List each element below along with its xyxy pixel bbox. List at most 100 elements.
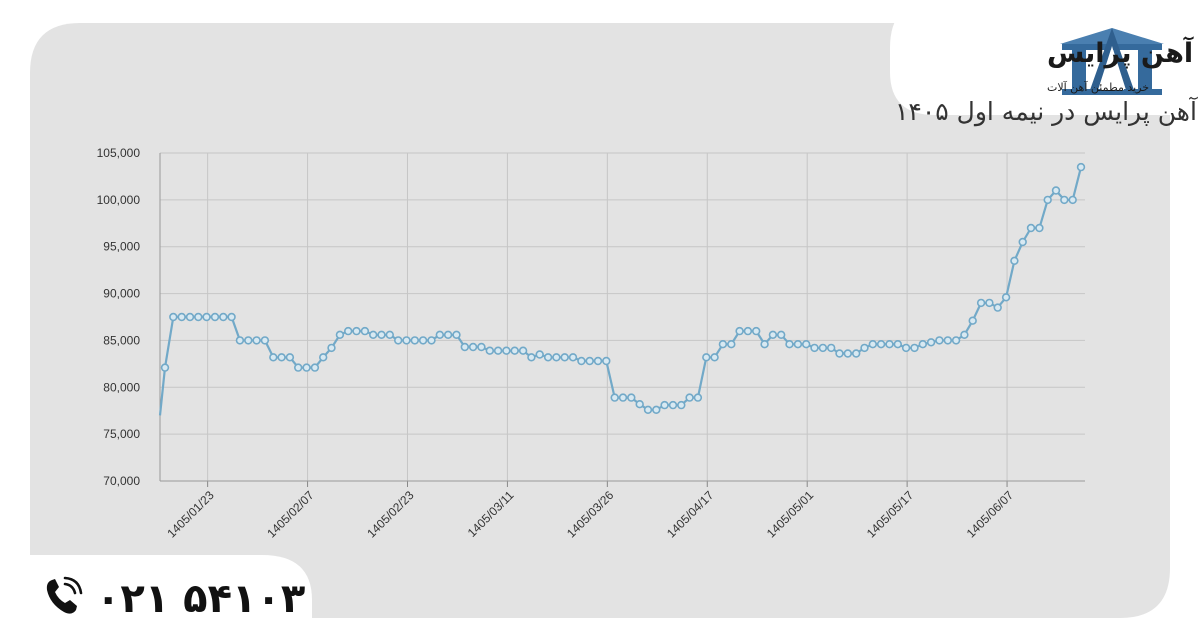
- data-point: [843, 349, 852, 358]
- data-point: [876, 340, 886, 349]
- data-point: [560, 353, 569, 362]
- data-point: [727, 340, 736, 349]
- data-point: [851, 349, 861, 358]
- data-point: [835, 349, 844, 358]
- phone-contact[interactable]: ۰۲۱ ۵۴۱۰۳: [46, 576, 305, 622]
- data-point: [710, 353, 719, 362]
- data-point: [402, 336, 411, 345]
- phone-area: [0, 555, 312, 641]
- data-point: [818, 343, 828, 353]
- data-point: [643, 405, 653, 414]
- chart-title: شاخص قیمت میلگرد آهن پرایس در نیمه اول ۱…: [895, 96, 1200, 127]
- data-point: [219, 312, 228, 322]
- data-point: [177, 312, 186, 322]
- data-point: [502, 346, 511, 355]
- y-tick-label: 80,000: [103, 380, 140, 394]
- data-point: [294, 363, 303, 372]
- data-point: [543, 353, 553, 362]
- data-point: [377, 330, 386, 339]
- y-tick-label: 70,000: [103, 474, 140, 488]
- data-point: [718, 340, 728, 349]
- data-point: [1035, 223, 1044, 233]
- data-point: [743, 326, 753, 336]
- data-point: [302, 363, 311, 372]
- data-point: [319, 353, 328, 362]
- data-point: [185, 312, 195, 322]
- data-point: [1068, 195, 1077, 205]
- data-point: [227, 312, 236, 322]
- data-point: [810, 343, 819, 353]
- y-tick-label: 90,000: [103, 287, 140, 301]
- data-point: [993, 303, 1002, 312]
- data-point: [285, 353, 295, 362]
- data-point: [394, 336, 403, 345]
- data-point: [244, 336, 253, 345]
- y-tick-label: 95,000: [103, 240, 140, 254]
- data-point: [935, 336, 944, 345]
- data-point: [785, 340, 794, 349]
- data-point: [943, 336, 952, 345]
- data-point: [593, 356, 603, 366]
- data-point: [194, 312, 203, 322]
- data-point: [1060, 195, 1069, 205]
- data-point: [235, 336, 245, 345]
- data-point: [527, 353, 536, 362]
- data-point: [568, 353, 578, 362]
- data-point: [1001, 293, 1011, 302]
- data-point: [702, 353, 711, 362]
- data-point: [369, 330, 378, 339]
- data-point: [427, 336, 436, 345]
- data-point: [801, 340, 811, 349]
- data-point: [668, 400, 678, 410]
- data-point: [1026, 223, 1036, 233]
- data-point: [635, 400, 644, 409]
- data-point: [968, 316, 977, 325]
- chart-panel: [30, 23, 1170, 618]
- y-tick-label: 75,000: [103, 427, 140, 441]
- data-point: [335, 330, 345, 339]
- data-point: [1010, 256, 1019, 265]
- data-point: [618, 393, 628, 402]
- data-point: [585, 356, 594, 366]
- data-point: [410, 336, 419, 345]
- data-point: [310, 363, 320, 372]
- data-point: [352, 326, 361, 336]
- data-point: [677, 400, 686, 410]
- data-point: [477, 342, 486, 352]
- data-point: [793, 340, 803, 349]
- data-point: [468, 342, 478, 352]
- data-point: [510, 346, 519, 355]
- data-point: [985, 298, 994, 308]
- phone-number: ۰۲۱ ۵۴۱۰۳: [96, 576, 305, 622]
- data-point: [435, 330, 444, 339]
- data-point: [210, 312, 220, 322]
- data-point: [344, 326, 353, 336]
- phone-icon: [46, 576, 83, 614]
- data-point: [1043, 195, 1052, 205]
- data-point: [602, 356, 611, 366]
- data-point: [826, 343, 836, 353]
- brand-tagline: خرید مطمئن آهن آلات: [1047, 80, 1149, 94]
- data-point: [360, 326, 370, 336]
- data-point: [976, 298, 986, 308]
- data-point: [277, 353, 286, 362]
- data-point: [735, 326, 744, 336]
- y-tick-label: 85,000: [103, 333, 140, 347]
- data-point: [418, 336, 428, 345]
- data-point: [452, 330, 461, 339]
- data-point: [885, 340, 894, 349]
- data-point: [1051, 186, 1061, 195]
- data-point: [860, 343, 869, 353]
- data-point: [169, 312, 178, 322]
- data-point: [202, 312, 211, 322]
- data-point: [685, 393, 694, 402]
- data-point: [493, 346, 503, 355]
- data-point: [518, 346, 528, 355]
- data-point: [768, 330, 778, 339]
- data-point: [1076, 162, 1086, 172]
- data-point: [901, 343, 911, 353]
- data-point: [269, 353, 278, 362]
- brand-logo: آهن پرایس خرید مطمئن آهن آلات: [1047, 28, 1194, 95]
- data-point: [910, 343, 919, 353]
